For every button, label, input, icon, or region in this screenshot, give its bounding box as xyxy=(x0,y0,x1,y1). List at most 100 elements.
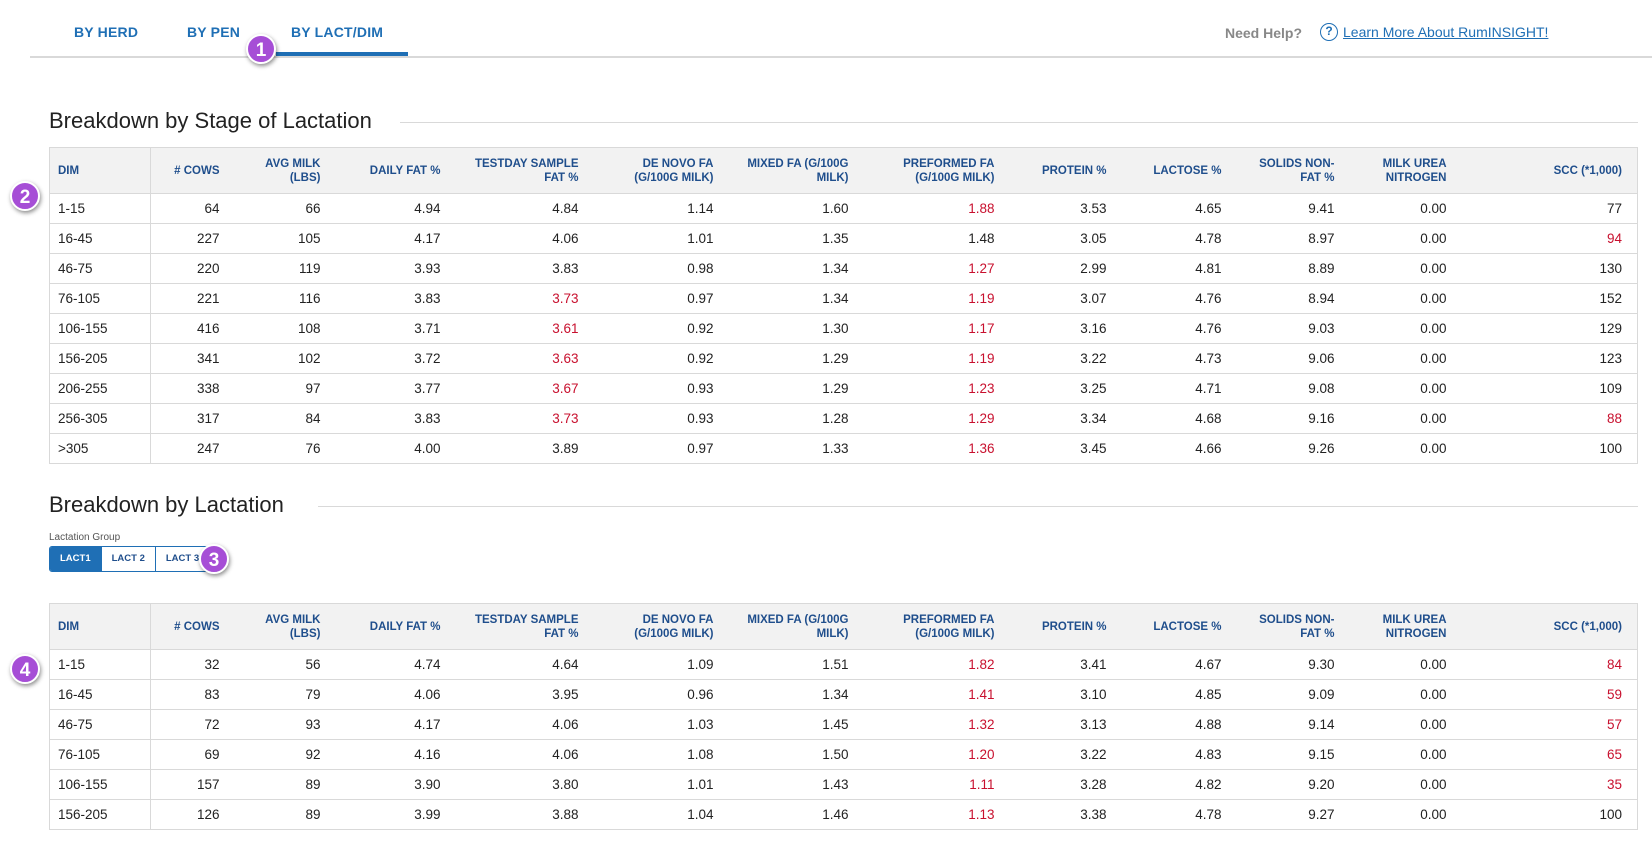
table-cell: 100 xyxy=(1461,433,1638,464)
table-cell: 0.00 xyxy=(1349,373,1462,404)
table-cell: 1.17 xyxy=(863,313,1010,344)
table-cell: 3.90 xyxy=(335,769,456,800)
table-cell: 1.13 xyxy=(863,799,1010,830)
table-row: 256-305 317 84 3.83 3.73 0.93 1.28 1.29 3.34 4.68… xyxy=(49,403,1638,434)
column-header: TESTDAY SAMPLE FAT % xyxy=(455,603,594,650)
table-row: 1-15 64 66 4.94 4.84 1.14 1.60 1.88 3.53 4.65 9.41… xyxy=(49,193,1638,224)
lact-1-button[interactable]: LACT1 xyxy=(50,547,102,571)
table-cell: 4.67 xyxy=(1121,649,1237,680)
table-cell: 4.76 xyxy=(1121,283,1237,314)
table-cell: 1.04 xyxy=(593,799,729,830)
table-cell: 119 xyxy=(234,253,336,284)
table-cell: 3.34 xyxy=(1009,403,1122,434)
table-cell: 130 xyxy=(1461,253,1638,284)
table-cell: 0.00 xyxy=(1349,223,1462,254)
table-cell: 227 xyxy=(150,223,235,254)
table-cell: 0.98 xyxy=(593,253,729,284)
table-cell: 1.60 xyxy=(728,193,864,224)
table-cell: 126 xyxy=(150,799,235,830)
need-help-label: Need Help? xyxy=(1225,25,1303,41)
table-cell: 94 xyxy=(1461,223,1638,254)
lact-section-title: Breakdown by Lactation xyxy=(49,492,298,518)
lactation-group-selector: LACT1 LACT 2 LACT 3+ xyxy=(49,546,216,572)
table-cell: 1.29 xyxy=(863,403,1010,434)
table-cell: 1.20 xyxy=(863,739,1010,770)
table-cell: 1.45 xyxy=(728,709,864,740)
table-cell: 57 xyxy=(1461,709,1638,740)
table-cell: 1.29 xyxy=(728,343,864,374)
table-cell: 3.05 xyxy=(1009,223,1122,254)
table-cell: 84 xyxy=(234,403,336,434)
table-cell: 108 xyxy=(234,313,336,344)
table-cell: 9.16 xyxy=(1236,403,1350,434)
table-cell: 84 xyxy=(1461,649,1638,680)
table-cell: 77 xyxy=(1461,193,1638,224)
table-cell: 3.16 xyxy=(1009,313,1122,344)
table-cell: 0.97 xyxy=(593,433,729,464)
column-header: SOLIDS NON-FAT % xyxy=(1236,603,1350,650)
table-header-row: DIM # COWS AVG MILK (LBS) DAILY FAT % TESTDA… xyxy=(49,603,1638,650)
table-cell: 0.00 xyxy=(1349,343,1462,374)
table-row: 156-205 341 102 3.72 3.63 0.92 1.29 1.19 3.22 4.7… xyxy=(49,343,1638,374)
table-cell: 109 xyxy=(1461,373,1638,404)
table-cell: 93 xyxy=(234,709,336,740)
table-cell: 8.94 xyxy=(1236,283,1350,314)
table-row: 46-75 72 93 4.17 4.06 1.03 1.45 1.32 3.13 4.88 9.1… xyxy=(49,709,1638,740)
table-cell: 4.66 xyxy=(1121,433,1237,464)
table-cell: 88 xyxy=(1461,403,1638,434)
table-cell: 2.99 xyxy=(1009,253,1122,284)
table-cell: 3.53 xyxy=(1009,193,1122,224)
tab-by-herd[interactable]: BY HERD xyxy=(74,24,139,40)
table-cell: 0.00 xyxy=(1349,769,1462,800)
table-cell: 221 xyxy=(150,283,235,314)
table-cell: 4.74 xyxy=(335,649,456,680)
tab-by-lact-dim[interactable]: BY LACT/DIM xyxy=(291,24,384,40)
table-cell: 9.41 xyxy=(1236,193,1350,224)
table-cell: 416 xyxy=(150,313,235,344)
table-cell: 129 xyxy=(1461,313,1638,344)
table-cell: 8.97 xyxy=(1236,223,1350,254)
table-cell: 1.19 xyxy=(863,343,1010,374)
step-badge-3: 3 xyxy=(199,544,229,574)
dim-range-cell: 156-205 xyxy=(49,799,151,830)
lactation-group-label: Lactation Group xyxy=(49,532,121,543)
table-header-row: DIM # COWS AVG MILK (LBS) DAILY FAT % TESTDA… xyxy=(49,147,1638,194)
table-cell: 1.27 xyxy=(863,253,1010,284)
column-header: DIM xyxy=(49,603,151,650)
table-cell: 1.36 xyxy=(863,433,1010,464)
tab-by-pen[interactable]: BY PEN xyxy=(187,24,241,40)
table-cell: 247 xyxy=(150,433,235,464)
table-row: 206-255 338 97 3.77 3.67 0.93 1.29 1.23 3.25 4.71… xyxy=(49,373,1638,404)
column-header: MIXED FA (G/100G MILK) xyxy=(728,147,864,194)
step-badge-1: 1 xyxy=(246,34,276,64)
table-cell: 1.03 xyxy=(593,709,729,740)
table-row: 16-45 83 79 4.06 3.95 0.96 1.34 1.41 3.10 4.85 9.0… xyxy=(49,679,1638,710)
table-cell: 9.26 xyxy=(1236,433,1350,464)
table-cell: 1.09 xyxy=(593,649,729,680)
question-circle-icon[interactable]: ? xyxy=(1320,23,1338,41)
learn-more-link[interactable]: Learn More About RumINSIGHT! xyxy=(1343,24,1549,40)
table-cell: 9.30 xyxy=(1236,649,1350,680)
table-cell: 0.93 xyxy=(593,373,729,404)
stage-breakdown-table: DIM # COWS AVG MILK (LBS) DAILY FAT % TESTDA… xyxy=(49,147,1638,464)
table-row: 76-105 69 92 4.16 4.06 1.08 1.50 1.20 3.22 4.83 9.… xyxy=(49,739,1638,770)
table-cell: 4.06 xyxy=(455,223,594,254)
table-cell: 3.22 xyxy=(1009,739,1122,770)
table-cell: 9.20 xyxy=(1236,769,1350,800)
table-cell: 4.64 xyxy=(455,649,594,680)
table-cell: 3.38 xyxy=(1009,799,1122,830)
lact-2-button[interactable]: LACT 2 xyxy=(101,547,156,571)
table-cell: 1.28 xyxy=(728,403,864,434)
table-row: 1-15 32 56 4.74 4.64 1.09 1.51 1.82 3.41 4.67 9.30… xyxy=(49,649,1638,680)
table-cell: 1.82 xyxy=(863,649,1010,680)
table-cell: 1.41 xyxy=(863,679,1010,710)
table-cell: 3.95 xyxy=(455,679,594,710)
table-cell: 89 xyxy=(234,799,336,830)
table-cell: 220 xyxy=(150,253,235,284)
table-cell: 123 xyxy=(1461,343,1638,374)
column-header: DAILY FAT % xyxy=(335,147,456,194)
table-cell: 9.09 xyxy=(1236,679,1350,710)
table-cell: 4.06 xyxy=(455,709,594,740)
dim-range-cell: 156-205 xyxy=(49,343,151,374)
table-cell: 4.68 xyxy=(1121,403,1237,434)
